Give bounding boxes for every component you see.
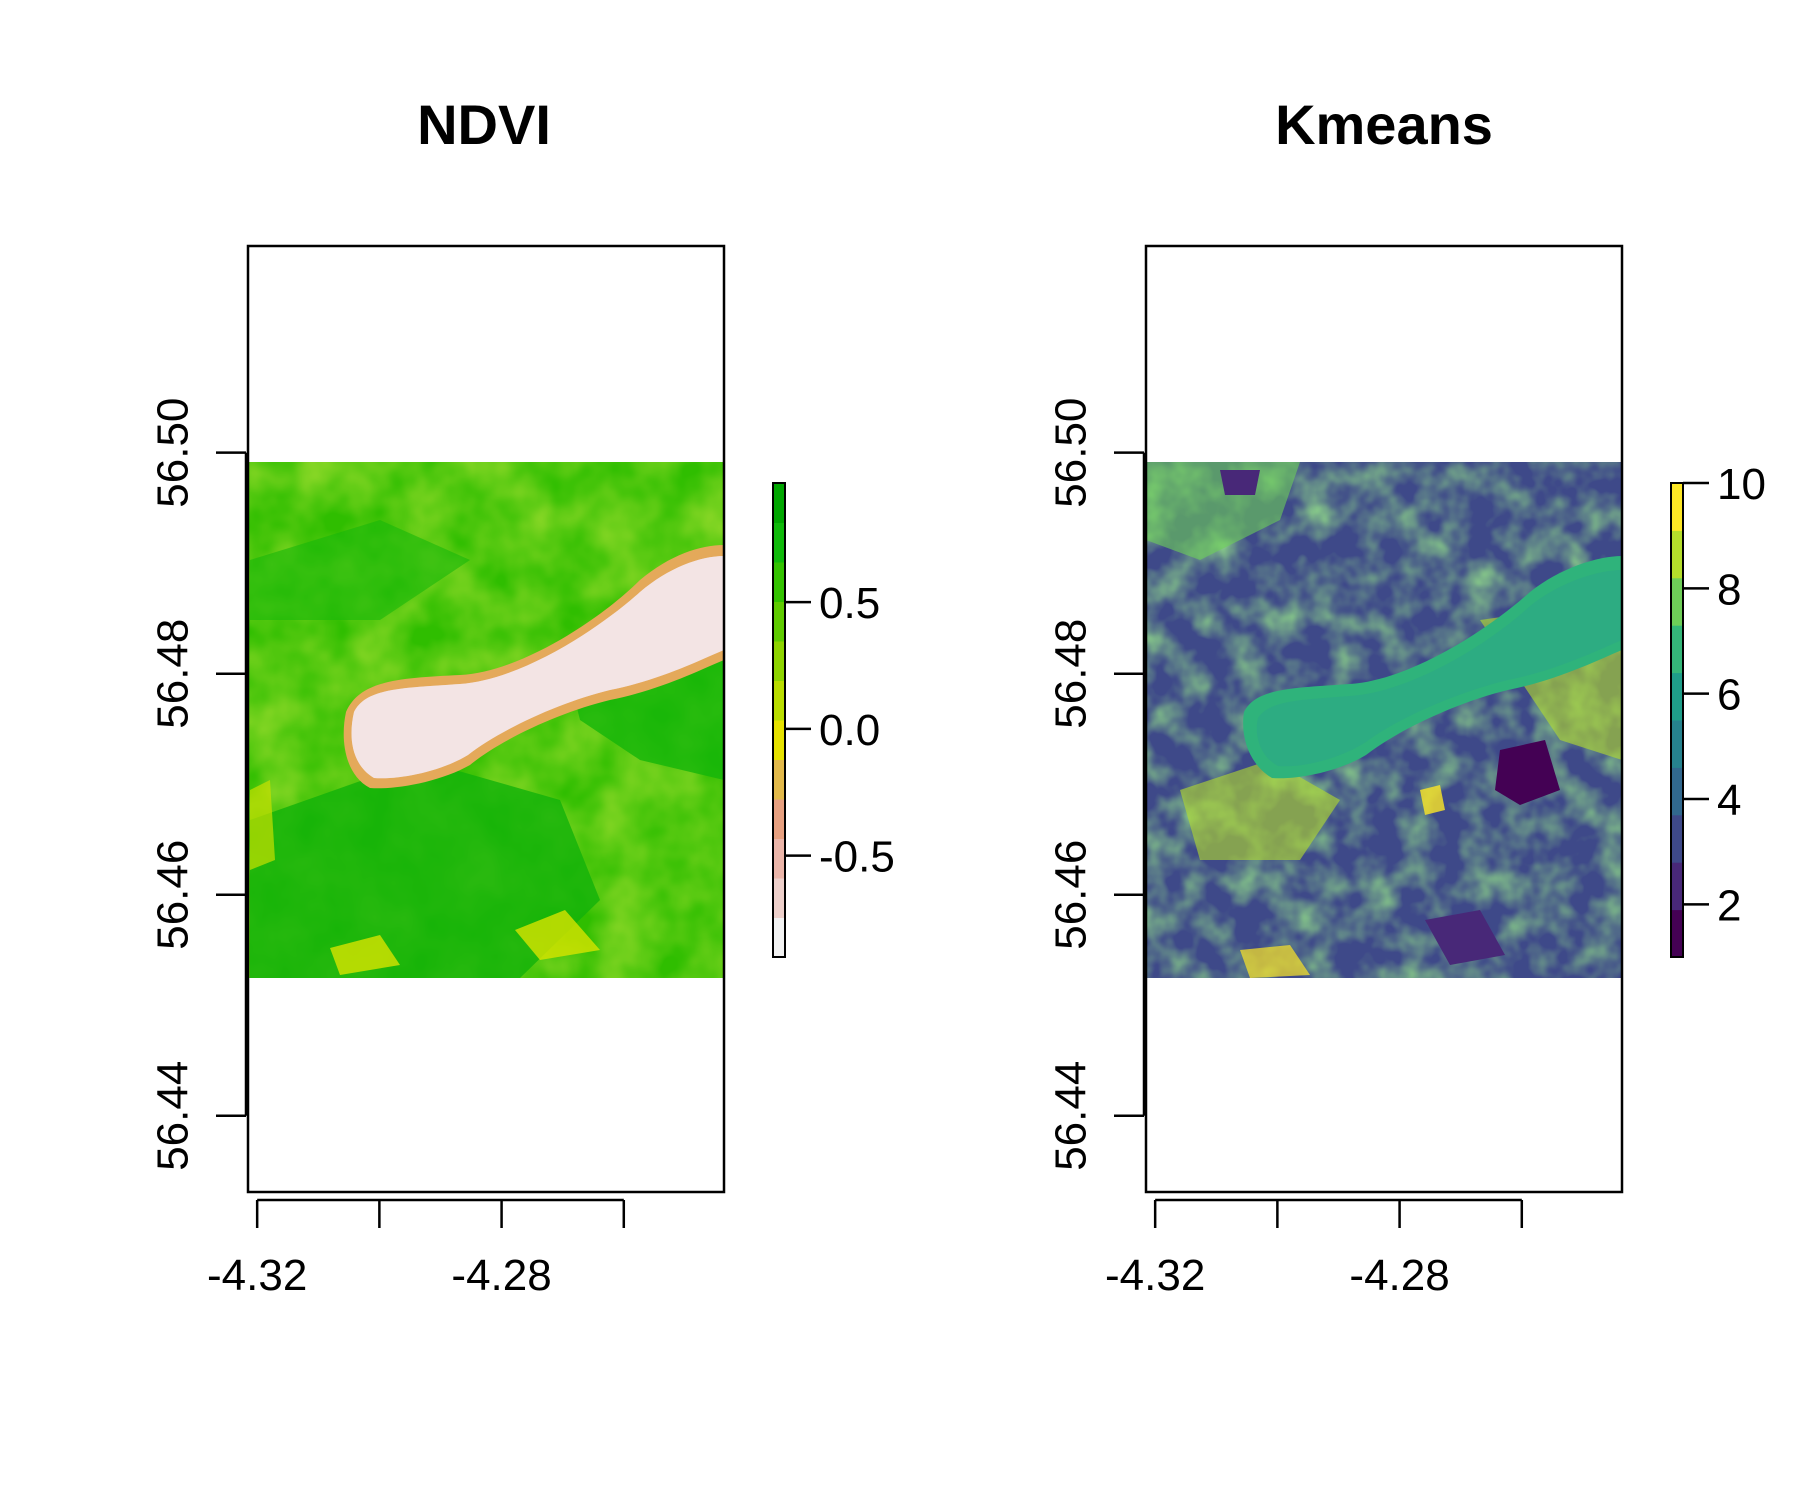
legend-swatch: [773, 799, 785, 839]
x-axis: -4.32 -4.28: [1105, 1198, 1524, 1300]
legend-swatch: [773, 562, 785, 602]
legend-tick-label: 10: [1717, 460, 1766, 509]
y-tick-label: 56.48: [1047, 619, 1096, 729]
y-axis: 56.44 56.46 56.48 56.50: [149, 398, 248, 1171]
cluster-dark: [1495, 740, 1560, 805]
legend-tick-label: 0.0: [819, 706, 880, 755]
legend-swatch: [1671, 672, 1683, 721]
cluster-dark: [1425, 910, 1505, 965]
legend-swatch: [773, 601, 785, 642]
legend-swatch: [1671, 625, 1683, 674]
legend-swatch: [1671, 577, 1683, 626]
legend-tick-label: 0.5: [819, 579, 880, 628]
legend-swatch: [1671, 909, 1683, 958]
raster-kmeans: [1146, 462, 1622, 978]
x-axis: -4.32 -4.28: [207, 1198, 626, 1300]
cluster-bright: [1420, 785, 1445, 815]
cluster-patch: [1180, 760, 1340, 860]
legend-tick-label: 2: [1717, 881, 1741, 930]
legend-tick-label: 8: [1717, 565, 1741, 614]
forest-patch: [250, 520, 470, 620]
legend-swatch: [1671, 767, 1683, 816]
raster-ndvi: [248, 462, 724, 978]
legend-swatch: [773, 917, 785, 958]
panel-ndvi: NDVI -4.32 -4.28 56.44 56.46 56.48 56.50 -0.…: [149, 93, 895, 1300]
cluster-dark: [1220, 470, 1260, 495]
y-tick-label: 56.44: [1047, 1061, 1096, 1171]
legend-swatch: [773, 483, 785, 523]
color-legend: -0.5 0.0 0.5: [772, 482, 895, 958]
legend-swatch: [773, 720, 785, 760]
legend-tick-label: 6: [1717, 671, 1741, 720]
bright-field: [515, 910, 600, 960]
y-tick-label: 56.44: [149, 1061, 198, 1171]
legend-swatch: [1671, 814, 1683, 863]
y-tick-label: 56.46: [1047, 840, 1096, 950]
legend-swatch: [773, 680, 785, 721]
x-tick-label: -4.28: [451, 1251, 551, 1300]
legend-tick-label: -0.5: [819, 833, 895, 882]
x-tick-label: -4.32: [1105, 1251, 1205, 1300]
chart-title: NDVI: [417, 93, 551, 156]
legend-tick-label: 4: [1717, 776, 1741, 825]
loch-speckle: [351, 556, 724, 779]
bright-field: [330, 935, 400, 975]
legend-swatch: [1671, 720, 1683, 768]
chart-title: Kmeans: [1275, 93, 1493, 156]
y-tick-label: 56.50: [1047, 398, 1096, 508]
bright-field: [250, 780, 275, 870]
legend-swatch: [1671, 530, 1683, 579]
x-tick-label: -4.32: [207, 1251, 307, 1300]
legend-swatch: [1671, 862, 1683, 911]
legend-frame: [1670, 482, 1684, 958]
y-tick-label: 56.46: [149, 840, 198, 950]
loch-cluster-inner: [1256, 570, 1622, 767]
y-axis: 56.44 56.46 56.48 56.50: [1047, 398, 1146, 1171]
legend-swatch: [1671, 483, 1683, 531]
plot-frame: [246, 244, 726, 1194]
legend-swatch: [773, 522, 785, 563]
legend-swatch: [773, 838, 785, 879]
color-legend: 2 4 6 8 10: [1670, 460, 1766, 958]
legend-frame: [772, 482, 786, 958]
cluster-patch: [1146, 462, 1300, 560]
plot-frame: [1144, 244, 1624, 1194]
x-tick-label: -4.28: [1349, 1251, 1449, 1300]
cluster-bright: [1240, 945, 1310, 978]
panel-kmeans: Kmeans -4.32 -4.28 56.44 56.46 56.48 56.50 2…: [1047, 93, 1766, 1300]
legend-swatch: [773, 759, 785, 800]
legend-swatch: [773, 641, 785, 681]
y-tick-label: 56.48: [149, 619, 198, 729]
forest-patch: [250, 760, 600, 978]
legend-swatch: [773, 878, 785, 918]
y-tick-label: 56.50: [149, 398, 198, 508]
